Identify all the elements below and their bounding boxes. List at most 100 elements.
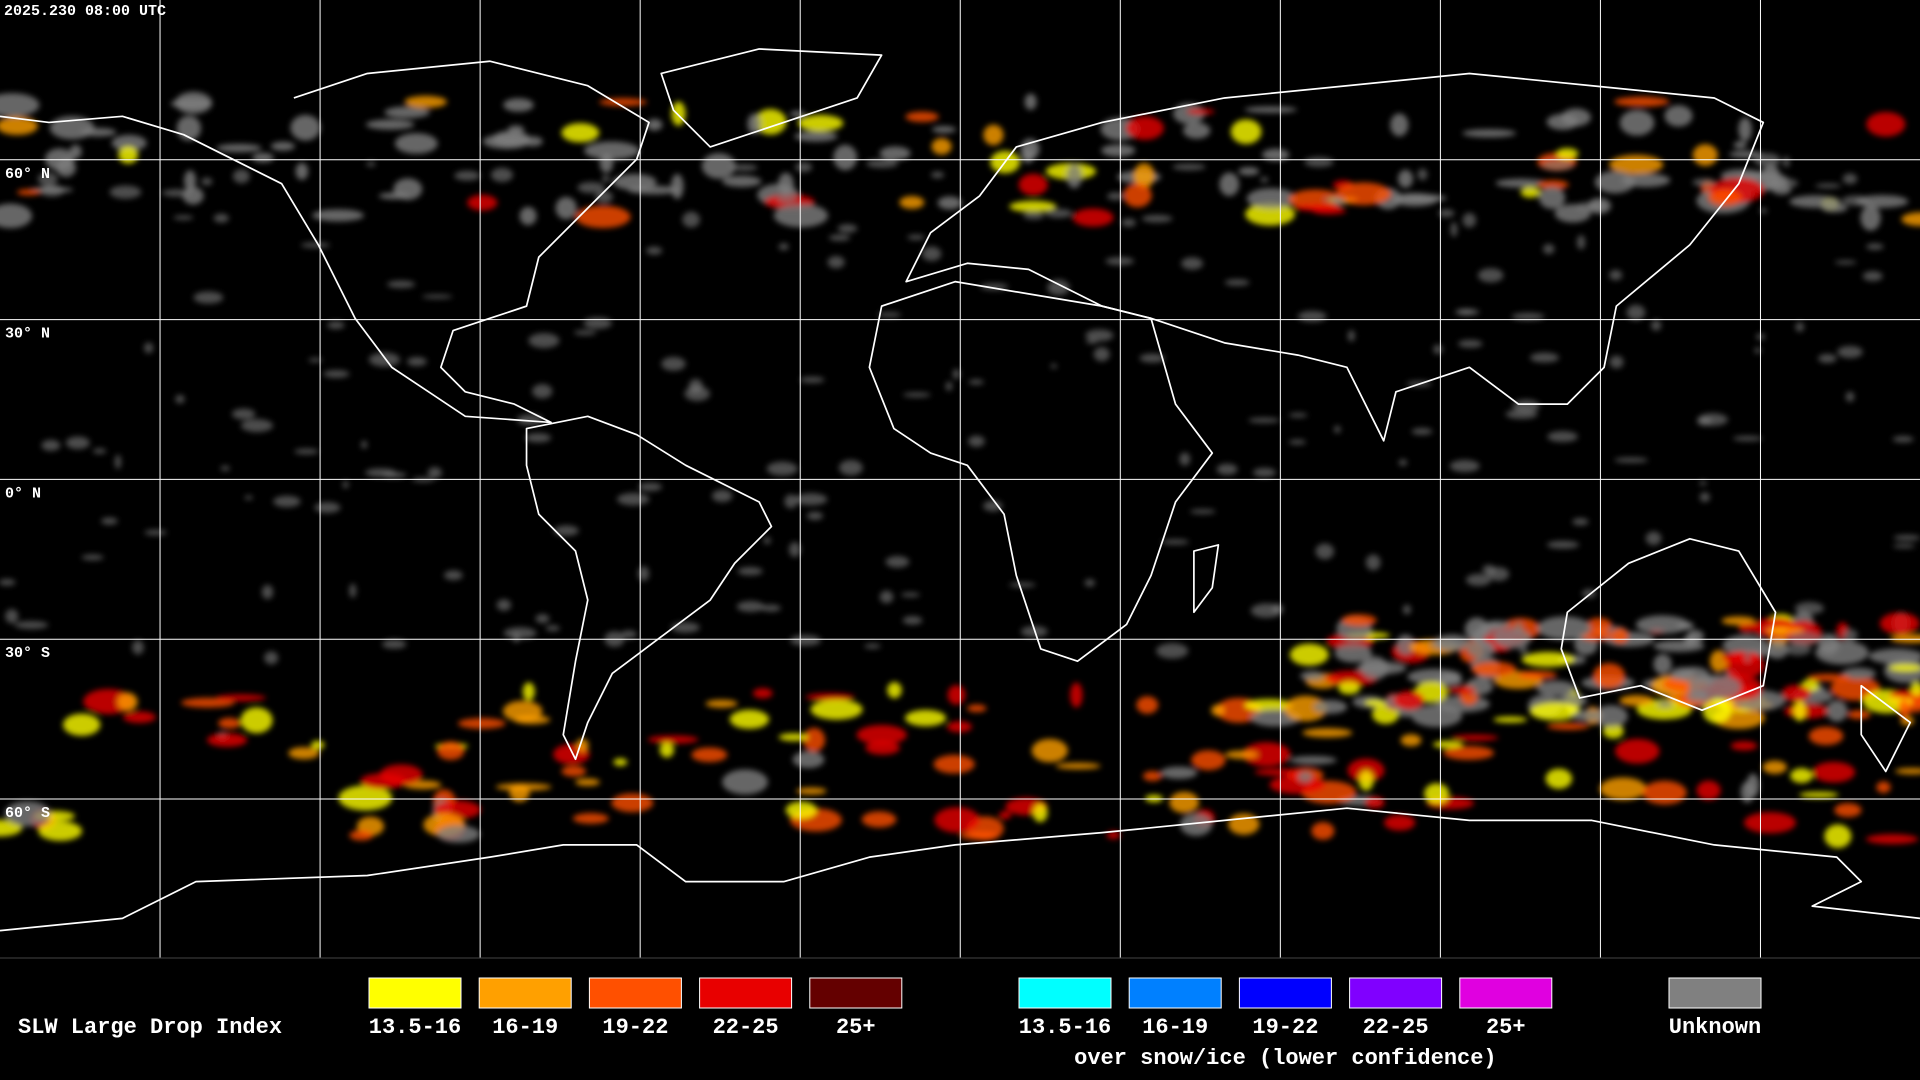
cloud-patch — [637, 566, 650, 581]
cloud-patch — [1125, 116, 1164, 140]
cloud-patch — [1085, 339, 1098, 344]
cloud-patch — [1252, 467, 1276, 478]
cloud-patch — [705, 699, 738, 708]
cloud-patch — [1364, 699, 1385, 707]
cloud-patch — [879, 590, 894, 604]
cloud-patch — [905, 111, 939, 122]
cloud-patch — [754, 108, 787, 135]
cloud-patch — [1313, 699, 1348, 714]
cloud-patch — [365, 468, 397, 478]
cloud-patch — [1866, 111, 1906, 137]
cloud-patch — [288, 747, 320, 760]
cloud-patch — [1216, 463, 1238, 475]
cloud-patch — [900, 592, 921, 598]
cloud-patch — [252, 152, 274, 163]
cloud-patch — [454, 170, 481, 181]
cloud-patch — [1894, 768, 1920, 775]
cloud-patch — [827, 256, 845, 269]
cloud-patch — [1288, 439, 1306, 445]
cloud-patch — [1834, 260, 1857, 265]
cloud-patch — [111, 134, 147, 152]
cloud-patch — [1172, 163, 1206, 171]
cloud-patch — [856, 725, 907, 745]
cloud-patch — [1106, 831, 1121, 840]
cloud-patch — [490, 167, 514, 182]
cloud-patch — [584, 141, 640, 160]
cloud-patch — [1808, 726, 1844, 746]
cloud-patch — [360, 773, 407, 790]
cloud-patch — [323, 370, 350, 378]
cloud-patch — [1358, 770, 1374, 791]
cloud-patch — [1477, 268, 1504, 283]
cloud-patch — [1642, 780, 1687, 805]
cloud-patch — [365, 119, 415, 130]
cloud-patch — [730, 164, 758, 172]
cloud-patch — [575, 205, 631, 229]
cloud-patch — [561, 123, 600, 143]
cloud-patch — [553, 525, 579, 536]
cloud-patch — [270, 141, 295, 151]
cloud-patch — [1465, 573, 1492, 587]
cloud-patch — [406, 357, 427, 367]
cloud-patch — [1396, 194, 1447, 203]
cloud-patch — [1189, 509, 1216, 514]
legend-label: 16-19 — [1142, 1015, 1208, 1040]
cloud-patch — [69, 144, 82, 159]
cloud-patch — [866, 159, 899, 168]
cloud-patch — [1430, 640, 1464, 649]
cloud-patch — [1032, 803, 1048, 823]
cloud-patch — [387, 280, 416, 288]
cloud-patch — [1139, 353, 1165, 363]
cloud-patch — [1101, 144, 1136, 157]
cloud-patch — [1023, 211, 1045, 220]
cloud-patch — [864, 643, 881, 649]
cloud-patch — [784, 494, 798, 509]
cloud-patch — [525, 433, 552, 443]
cloud-patch — [261, 584, 274, 600]
cloud-patch — [1031, 738, 1068, 763]
cloud-patch — [65, 436, 90, 450]
cloud-patch — [349, 830, 374, 841]
cloud-patch — [805, 693, 855, 701]
cloud-patch — [877, 312, 902, 318]
cloud-patch — [931, 126, 956, 134]
cloud-patch — [144, 342, 154, 354]
cloud-patch — [81, 554, 104, 561]
cloud-patch — [1676, 621, 1694, 630]
cloud-patch — [1692, 178, 1716, 187]
cloud-patch — [39, 184, 64, 197]
cloud-patch — [785, 801, 818, 819]
cloud-patch — [1619, 109, 1655, 136]
cloud-patch — [810, 699, 863, 720]
cloud-patch — [1645, 531, 1662, 546]
cloud-patch — [175, 394, 185, 404]
cloud-patch — [1636, 699, 1692, 720]
cloud-patch — [583, 317, 613, 329]
cloud-layer — [0, 91, 1920, 849]
cloud-patch — [661, 356, 686, 371]
cloud-patch — [1841, 195, 1870, 206]
cloud-patch — [1546, 113, 1579, 130]
cloud-patch — [1179, 452, 1191, 466]
cloud-patch — [361, 440, 368, 449]
cloud-patch — [5, 609, 19, 624]
cloud-patch — [295, 162, 309, 180]
cloud-patch — [1050, 363, 1057, 369]
cloud-patch — [1546, 540, 1580, 549]
cloud-patch — [1586, 617, 1612, 633]
cloud-patch — [338, 785, 393, 811]
cloud-patch — [1047, 279, 1070, 296]
cloud-patch — [1284, 695, 1328, 722]
cloud-patch — [1451, 734, 1499, 741]
cloud-patch — [1394, 690, 1425, 710]
cloud-patch — [1708, 189, 1742, 207]
cloud-patch — [595, 190, 613, 204]
cloud-patch — [507, 125, 525, 134]
cloud-patch — [382, 639, 407, 649]
cloud-patch — [1442, 671, 1461, 681]
cloud-patch — [1740, 781, 1754, 803]
legend-caption: over snow/ice (lower confidence) — [1074, 1046, 1496, 1071]
cloud-patch — [1842, 173, 1858, 185]
latitude-labels: 60° N 30° N 0° N 30° S 60° S — [5, 166, 50, 822]
cloud-patch — [1556, 148, 1579, 160]
